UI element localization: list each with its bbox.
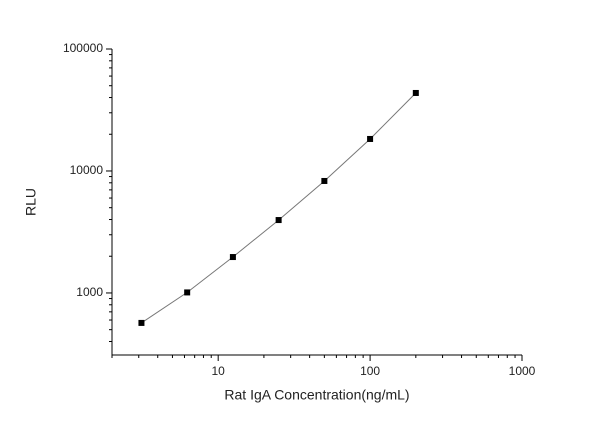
data-point bbox=[367, 135, 374, 142]
data-point bbox=[321, 177, 328, 184]
y-tick-label: 10000 bbox=[70, 163, 104, 177]
x-tick-label: 1000 bbox=[509, 364, 536, 378]
x-tick-label: 10 bbox=[212, 364, 226, 378]
data-point bbox=[229, 254, 236, 261]
data-point bbox=[412, 89, 419, 96]
x-tick-label: 100 bbox=[360, 364, 380, 378]
x-axis-title: Rat IgA Concentration(ng/mL) bbox=[224, 387, 409, 403]
y-axis-title: RLU bbox=[23, 188, 39, 216]
fit-line bbox=[141, 92, 417, 324]
data-point bbox=[138, 319, 145, 326]
y-tick-label: 100000 bbox=[63, 41, 103, 55]
y-tick-label: 1000 bbox=[76, 285, 103, 299]
data-point bbox=[184, 289, 191, 296]
data-point bbox=[275, 217, 282, 224]
